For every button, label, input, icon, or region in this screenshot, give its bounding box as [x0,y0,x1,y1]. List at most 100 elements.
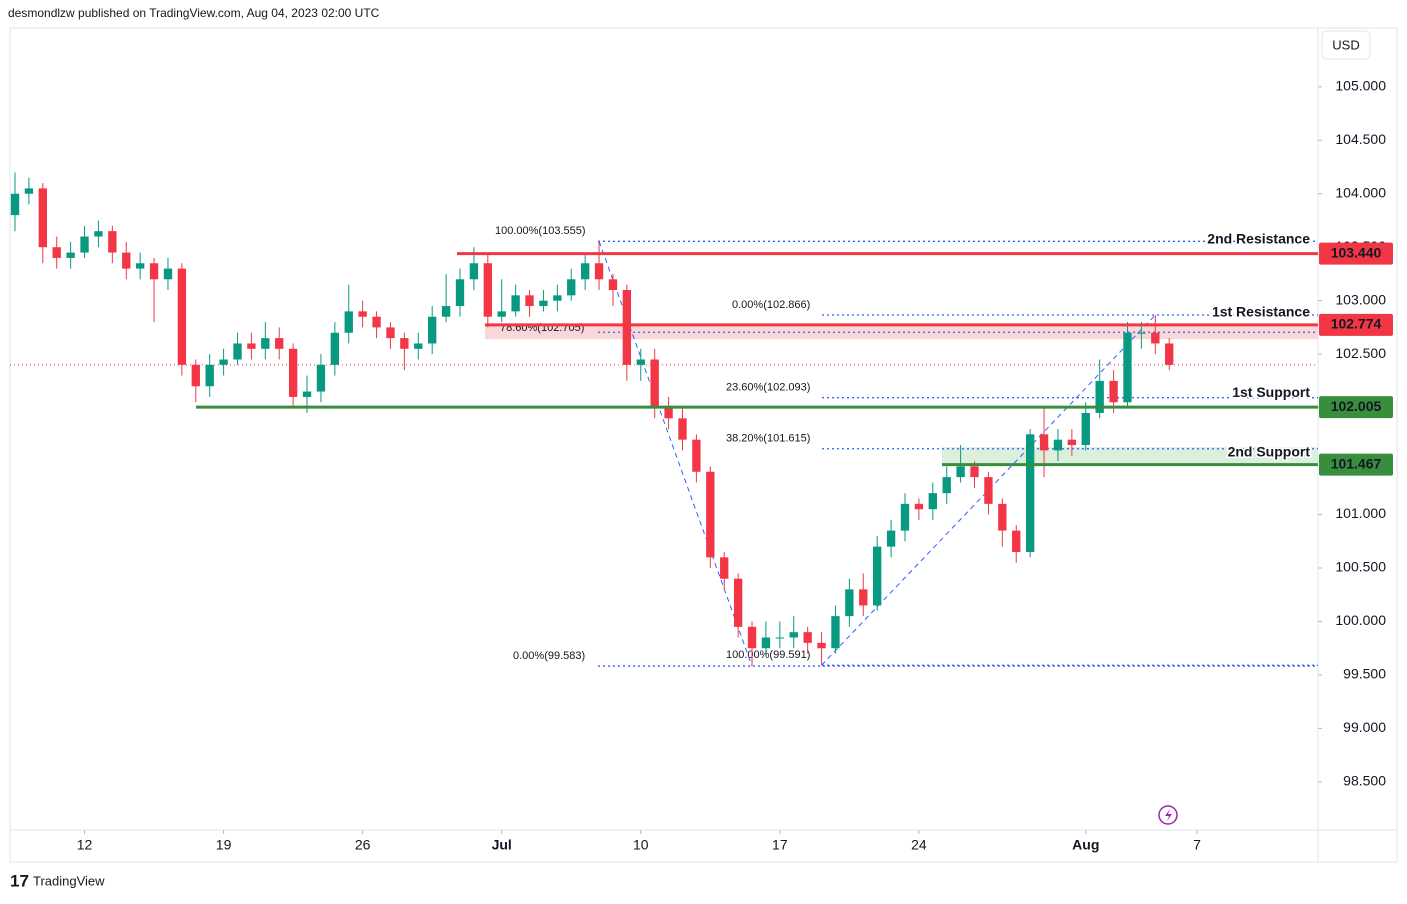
candle-body [1081,412,1090,446]
candle-body [831,616,840,649]
candle-body [539,300,548,307]
candle-body [789,632,798,638]
chart-frame [9,27,1398,863]
candle-body [567,279,576,296]
candle-body [706,471,715,558]
candle-body [1053,439,1063,451]
candle-body [358,311,367,317]
x-tick-label: 26 [355,837,371,853]
header: desmondlzw published on TradingView.com,… [8,6,380,20]
candle-body [636,359,645,365]
candle-body [38,188,47,248]
candle-body [873,546,882,606]
fib-trendline [598,241,753,667]
candle-body [288,348,298,397]
candle-body [580,263,590,280]
currency-box[interactable] [1321,30,1371,60]
candle-body [817,642,826,649]
candle-body [553,295,562,301]
candle-body [135,263,145,269]
x-tick-label: 7 [1193,837,1201,853]
event-icon-bolt[interactable] [1165,809,1172,821]
candle-body [219,359,228,365]
candle-body [149,263,159,280]
candle-body [956,466,965,478]
candle-body [664,407,673,419]
candle-body [497,311,506,317]
candle-body [914,503,924,510]
currency[interactable]: USD [1332,37,1359,52]
candle-body [970,466,979,478]
candle-body [122,252,131,269]
x-tick-label: 17 [772,837,788,853]
level-name: 2nd Resistance [1207,230,1310,246]
candle-body [52,247,61,258]
x-tick-label: Aug [1072,837,1099,853]
y-tick-label: 100.500 [1335,559,1386,575]
fib-label: 0.00%(99.583) [513,650,585,662]
candle-body [261,338,270,349]
level-price-box [1319,242,1393,265]
candle-body [469,263,479,280]
fib-label: 0.00%(102.866) [732,299,810,311]
y-tick-label: 99.000 [1343,719,1386,735]
y-tick-label: 99.500 [1343,666,1386,682]
candle-body [1012,530,1021,552]
level-price-box [1319,453,1393,476]
level-name: 1st Resistance [1212,304,1310,320]
zone [485,324,1318,340]
candle-body [608,279,618,290]
level-price-label: 102.774 [1331,316,1382,332]
candle-body [191,364,200,387]
candle-body [247,343,256,349]
fib-label: 100.00%(103.555) [495,225,586,237]
candle-body [275,338,284,349]
x-tick-label: 24 [911,837,927,853]
level-price-label: 101.467 [1331,455,1382,471]
candle-body [330,332,340,365]
candle-body [511,295,520,312]
y-tick-label: 100.000 [1335,612,1386,628]
y-tick-label: 105.000 [1335,78,1386,94]
level-name: 2nd Support [1228,443,1311,459]
y-tick-label: 104.000 [1335,184,1386,200]
event-icon[interactable] [1158,805,1178,825]
fib-label: 23.60%(102.093) [726,382,810,394]
candle-body [886,530,896,547]
level-name: 1st Support [1232,384,1310,400]
candle-body [483,263,492,317]
candle-body [302,391,312,397]
candle-body [720,557,729,579]
candle-body [761,637,771,649]
x-tick-label: 12 [77,837,93,853]
footer: TradingView [33,873,105,888]
candle-body [414,343,423,349]
fib-label: 100.00%(99.591) [726,649,810,661]
candle-body [80,236,89,253]
candle-body [942,477,951,494]
candle-body [998,503,1007,531]
x-tick-label: 10 [633,837,649,853]
y-tick-label: 101.000 [1335,505,1386,521]
candle-body [400,338,409,349]
candle-body [24,188,34,194]
candle-body [845,589,854,617]
y-tick-label: 104.500 [1335,131,1386,147]
logo-mark: 17 [10,871,29,890]
candle-body [316,364,326,392]
level-price-label: 103.440 [1331,244,1382,260]
candle-body [163,268,173,280]
candle-body [1025,434,1035,552]
candle-body [372,316,381,328]
candle-body [678,418,687,440]
candle-body [525,295,534,307]
candle-body [859,589,868,606]
level-price-box [1319,313,1393,336]
candle-body [747,626,757,649]
candle-body [1067,439,1077,446]
candle-body [344,311,353,333]
candle-body [66,252,75,258]
candle-body [650,359,659,408]
zone [942,447,1318,465]
